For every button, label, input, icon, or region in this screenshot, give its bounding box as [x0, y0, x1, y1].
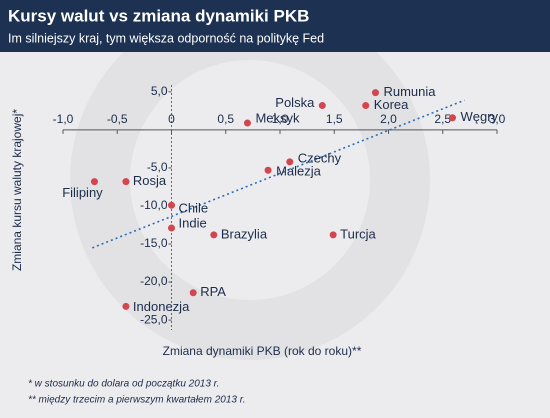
point: [329, 231, 337, 239]
x-axis-title: Zmiana dynamiki PKB (rok do roku)**: [163, 344, 362, 358]
point-label: Polska: [275, 95, 315, 110]
point-label: Węgry: [461, 109, 499, 124]
point-label: Malezja: [276, 164, 322, 179]
point-label: Czechy: [298, 150, 342, 165]
y-tick-label: -10,0: [140, 198, 168, 212]
point-label: Indie: [179, 215, 207, 230]
y-tick-label: 5,0: [151, 84, 168, 98]
x-tick-label: 2,5: [434, 112, 451, 126]
footnote: * w stosunku do dolara od początku 2013 …: [28, 379, 219, 390]
point: [210, 231, 218, 239]
y-tick-label: -25,0: [140, 312, 168, 326]
point-label: Filipiny: [62, 185, 103, 200]
x-tick-label: 0,5: [217, 112, 234, 126]
point: [371, 89, 379, 97]
point: [449, 114, 457, 122]
point: [189, 289, 197, 297]
y-axis-title: Zmiana kursu waluty krajowej*: [10, 109, 24, 271]
trend-line: [92, 99, 465, 249]
point: [168, 201, 175, 209]
point-label: Rosja: [133, 173, 167, 188]
header: [0, 0, 550, 52]
x-tick-label: -1,0: [53, 112, 74, 126]
x-tick-label: 0: [168, 112, 175, 126]
point-label: Turcja: [340, 226, 376, 241]
point-label: Chile: [179, 201, 209, 216]
x-tick-label: 1,0: [272, 112, 289, 126]
point: [122, 178, 130, 186]
point: [243, 119, 251, 127]
y-tick-label: -15,0: [140, 236, 168, 250]
x-tick-label: 3,0: [489, 112, 506, 126]
point: [286, 158, 294, 166]
chart-title: Kursy walut vs zmiana dynamiki PKB: [8, 6, 309, 25]
point-label: RPA: [200, 284, 226, 299]
point: [318, 102, 326, 110]
x-tick-label: 1,5: [326, 112, 343, 126]
y-tick-label: -20,0: [140, 274, 168, 288]
x-tick-label: 2,0: [380, 112, 397, 126]
point-label: Rumunia: [383, 84, 436, 99]
chart-subtitle: Im silniejszy kraj, tym większa odpornoś…: [8, 31, 324, 45]
point: [264, 166, 272, 174]
y-tick-label: -5,0: [147, 160, 168, 174]
point: [90, 178, 98, 186]
x-tick-label: -0,5: [107, 112, 128, 126]
point-label: Brazylia: [221, 226, 268, 241]
footnote: ** między trzecim a pierwszym kwartałem …: [28, 395, 245, 406]
point: [168, 224, 175, 232]
point-label: Korea: [374, 97, 409, 112]
point: [362, 102, 370, 110]
point-label: Meksyk: [255, 110, 300, 125]
point: [122, 302, 130, 310]
point-label: Indonezja: [133, 299, 190, 314]
